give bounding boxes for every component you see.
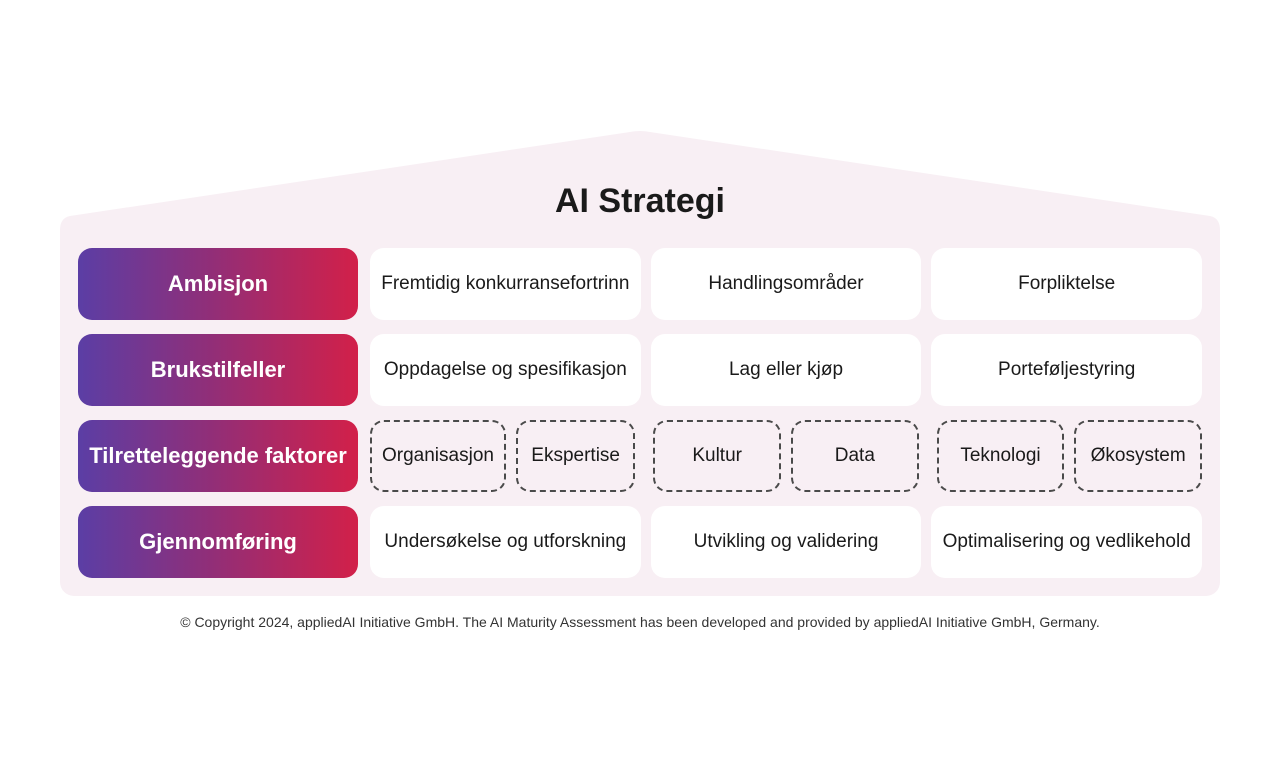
cell: Fremtidig konkurransefortrinn (370, 248, 641, 320)
body-panel: Ambisjon Fremtidig konkurransefortrinn H… (60, 238, 1220, 596)
cell: Undersøkelse og utforskning (370, 506, 641, 578)
row-cells: Undersøkelse og utforskning Utvikling og… (370, 506, 1202, 578)
cell: Optimalisering og vedlikehold (931, 506, 1202, 578)
row-tilretteleggende: Tilretteleggende faktorer Organisasjon E… (78, 420, 1202, 492)
row-gjennomforing: Gjennomføring Undersøkelse og utforsknin… (78, 506, 1202, 578)
row-label: Tilretteleggende faktorer (78, 420, 358, 492)
diagram-title: AI Strategi (60, 182, 1220, 221)
row-label: Brukstilfeller (78, 334, 358, 406)
row-cells: Fremtidig konkurransefortrinn Handlingso… (370, 248, 1202, 320)
cell: Data (791, 420, 919, 492)
cell: Kultur (653, 420, 781, 492)
cell: Organisasjon (370, 420, 506, 492)
row-brukstilfeller: Brukstilfeller Oppdagelse og spesifikasj… (78, 334, 1202, 406)
cell: Forpliktelse (931, 248, 1202, 320)
cell-pair: Organisasjon Ekspertise (370, 420, 635, 492)
cell: Handlingsområder (651, 248, 922, 320)
cell: Porteføljestyring (931, 334, 1202, 406)
row-label: Gjennomføring (78, 506, 358, 578)
cell: Utvikling og validering (651, 506, 922, 578)
cell-pair: Kultur Data (653, 420, 918, 492)
cell-pair: Teknologi Økosystem (937, 420, 1202, 492)
cell: Lag eller kjøp (651, 334, 922, 406)
row-cells: Oppdagelse og spesifikasjon Lag eller kj… (370, 334, 1202, 406)
cell: Oppdagelse og spesifikasjon (370, 334, 641, 406)
cell: Økosystem (1074, 420, 1202, 492)
row-cells: Organisasjon Ekspertise Kultur Data Tekn… (370, 420, 1202, 492)
cell: Ekspertise (516, 420, 635, 492)
roof: AI Strategi (60, 130, 1220, 240)
strategy-house: AI Strategi Ambisjon Fremtidig konkurran… (60, 130, 1220, 630)
cell: Teknologi (937, 420, 1065, 492)
row-ambisjon: Ambisjon Fremtidig konkurransefortrinn H… (78, 248, 1202, 320)
row-label: Ambisjon (78, 248, 358, 320)
copyright-text: © Copyright 2024, appliedAI Initiative G… (60, 614, 1220, 630)
